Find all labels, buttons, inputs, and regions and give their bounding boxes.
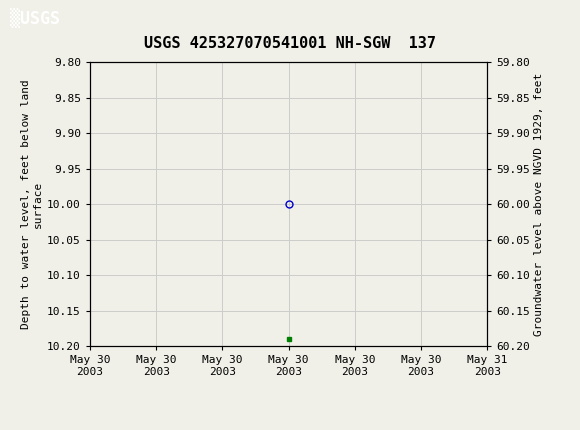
Text: USGS 425327070541001 NH-SGW  137: USGS 425327070541001 NH-SGW 137 xyxy=(144,36,436,50)
Y-axis label: Depth to water level, feet below land
surface: Depth to water level, feet below land su… xyxy=(21,80,43,329)
Text: ▒USGS: ▒USGS xyxy=(10,8,60,28)
Y-axis label: Groundwater level above NGVD 1929, feet: Groundwater level above NGVD 1929, feet xyxy=(534,73,544,336)
